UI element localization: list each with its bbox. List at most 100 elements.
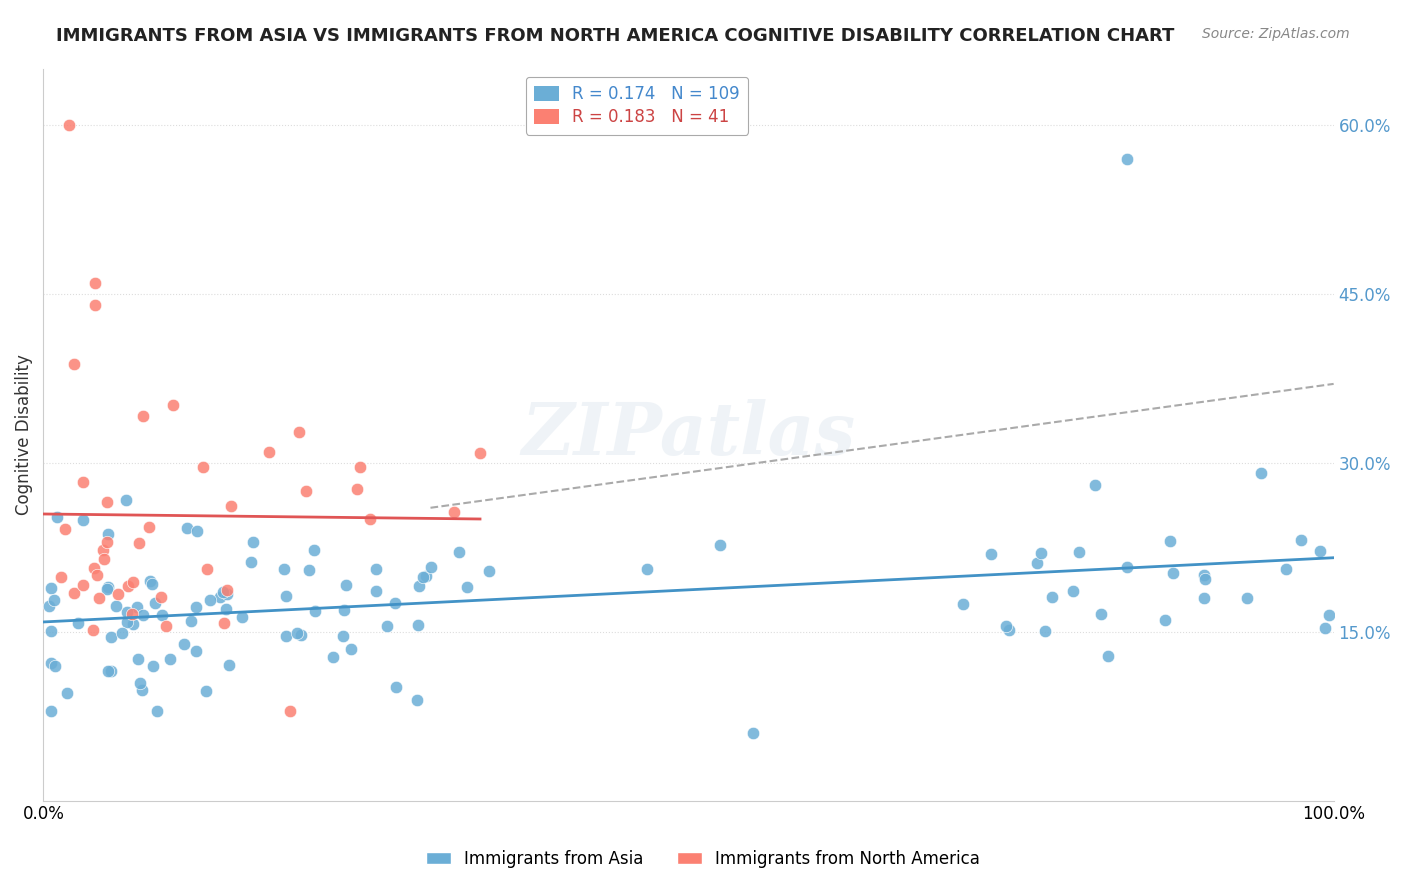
Point <box>384 596 406 610</box>
Point <box>366 561 388 575</box>
Point <box>636 562 658 576</box>
Point <box>1084 477 1107 491</box>
Point <box>1289 533 1312 547</box>
Point <box>173 637 195 651</box>
Point <box>105 599 128 613</box>
Point <box>139 574 162 588</box>
Point <box>97 664 120 678</box>
Point <box>122 574 145 589</box>
Point <box>231 610 253 624</box>
Text: Source: ZipAtlas.com: Source: ZipAtlas.com <box>1202 27 1350 41</box>
Legend: Immigrants from Asia, Immigrants from North America: Immigrants from Asia, Immigrants from No… <box>419 844 987 875</box>
Point <box>84 298 107 312</box>
Point <box>45 510 67 524</box>
Point <box>405 693 427 707</box>
Point <box>115 605 138 619</box>
Point <box>72 513 94 527</box>
Point <box>1313 621 1336 635</box>
Point <box>335 578 357 592</box>
Point <box>159 652 181 666</box>
Point <box>110 625 132 640</box>
Point <box>322 650 344 665</box>
Text: IMMIGRANTS FROM ASIA VS IMMIGRANTS FROM NORTH AMERICA COGNITIVE DISABILITY CORRE: IMMIGRANTS FROM ASIA VS IMMIGRANTS FROM … <box>56 27 1174 45</box>
Point <box>62 357 84 371</box>
Point <box>131 682 153 697</box>
Point <box>273 562 295 576</box>
Point <box>84 276 107 290</box>
Point <box>186 644 208 658</box>
Point <box>131 409 153 423</box>
Point <box>121 607 143 621</box>
Point <box>180 614 202 628</box>
Point <box>1115 560 1137 574</box>
Point <box>142 659 165 673</box>
Point <box>349 460 371 475</box>
Point <box>333 603 356 617</box>
Point <box>186 524 208 538</box>
Point <box>195 562 218 576</box>
Point <box>195 683 218 698</box>
Point <box>456 580 478 594</box>
Point <box>93 542 115 557</box>
Legend: R = 0.174   N = 109, R = 0.183   N = 41: R = 0.174 N = 109, R = 0.183 N = 41 <box>526 77 748 135</box>
Point <box>96 582 118 597</box>
Point <box>1069 545 1091 559</box>
Point <box>1236 591 1258 606</box>
Point <box>150 591 173 605</box>
Point <box>257 445 280 459</box>
Point <box>39 624 62 639</box>
Point <box>93 552 115 566</box>
Point <box>218 658 240 673</box>
Point <box>191 459 214 474</box>
Point <box>132 607 155 622</box>
Point <box>176 521 198 535</box>
Point <box>240 555 263 569</box>
Point <box>1025 556 1047 570</box>
Point <box>1317 608 1340 623</box>
Point <box>162 398 184 412</box>
Point <box>58 118 80 132</box>
Point <box>141 577 163 591</box>
Point <box>72 475 94 489</box>
Point <box>215 602 238 616</box>
Point <box>138 519 160 533</box>
Point <box>278 704 301 718</box>
Point <box>998 623 1021 637</box>
Point <box>1275 562 1298 576</box>
Point <box>122 617 145 632</box>
Point <box>443 505 465 519</box>
Point <box>1309 543 1331 558</box>
Point <box>290 628 312 642</box>
Point <box>212 584 235 599</box>
Point <box>375 618 398 632</box>
Point <box>412 569 434 583</box>
Point <box>63 586 86 600</box>
Point <box>1194 572 1216 586</box>
Point <box>128 675 150 690</box>
Point <box>221 499 243 513</box>
Point <box>346 482 368 496</box>
Point <box>276 589 298 603</box>
Point <box>1033 624 1056 638</box>
Point <box>200 593 222 607</box>
Point <box>274 629 297 643</box>
Point <box>212 616 235 631</box>
Point <box>53 522 76 536</box>
Point <box>1029 545 1052 559</box>
Point <box>86 568 108 582</box>
Point <box>89 591 111 605</box>
Point <box>295 484 318 499</box>
Point <box>100 631 122 645</box>
Point <box>117 578 139 592</box>
Point <box>1062 583 1084 598</box>
Point <box>1153 613 1175 627</box>
Point <box>184 599 207 614</box>
Point <box>359 511 381 525</box>
Point <box>44 659 66 673</box>
Point <box>742 726 765 740</box>
Point <box>39 656 62 670</box>
Point <box>285 625 308 640</box>
Point <box>1192 591 1215 605</box>
Y-axis label: Cognitive Disability: Cognitive Disability <box>15 354 32 515</box>
Point <box>38 599 60 614</box>
